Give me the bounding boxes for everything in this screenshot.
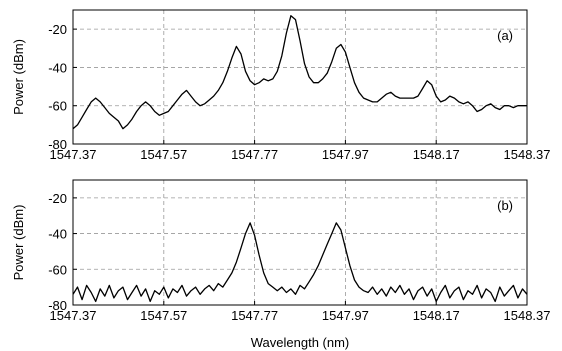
panel-b-tag: (b) [497, 198, 513, 213]
panel-a-xtick-label: 1547.57 [140, 147, 187, 162]
panel-a-xtick-label: 1547.37 [50, 147, 97, 162]
panel-a-y-axis-title: Power (dBm) [11, 39, 26, 115]
panel-a-ytick-label: -60 [48, 99, 67, 114]
panel-a-xtick-label: 1548.17 [413, 147, 460, 162]
panel-b-plot-frame [72, 179, 528, 306]
panel-a-plot-frame [72, 9, 528, 145]
panel-b-xtick-label: 1548.37 [504, 308, 551, 323]
panel-b-ytick-label: -20 [48, 191, 67, 206]
chart-panel-a: 1547.37 1547.57 1547.77 1547.97 1548.17 1548.… [11, 9, 551, 162]
panel-b-xtick-label: 1547.57 [140, 308, 187, 323]
panel-a-spectrum-line [72, 15, 527, 130]
panel-a-xtick-label: 1547.97 [322, 147, 369, 162]
panel-a-xtick-label: 1547.77 [231, 147, 278, 162]
panel-a-tag: (a) [497, 28, 513, 43]
panel-b-xtick-label: 1548.17 [413, 308, 460, 323]
panel-b-spectrum-line [72, 222, 528, 303]
panel-b-xtick-label: 1547.37 [50, 308, 97, 323]
panel-b-ytick-label: -80 [48, 298, 67, 313]
panel-a-xtick-label: 1548.37 [504, 147, 551, 162]
panel-a-ytick-label: -40 [48, 60, 67, 75]
panel-a-ytick-label: -20 [48, 22, 67, 37]
chart-panel-b: 1547.37 1547.57 1547.77 1547.97 1548.17 1548.… [11, 179, 551, 350]
panel-b-y-axis-title: Power (dBm) [11, 205, 26, 281]
panel-b-ytick-label: -40 [48, 227, 67, 242]
panel-a-ytick-label: -80 [48, 137, 67, 152]
panel-b-xtick-label: 1547.97 [322, 308, 369, 323]
panel-b-x-axis-title: Wavelength (nm) [251, 335, 350, 350]
panel-b-xtick-label: 1547.77 [231, 308, 278, 323]
panel-b-ytick-label: -60 [48, 262, 67, 277]
